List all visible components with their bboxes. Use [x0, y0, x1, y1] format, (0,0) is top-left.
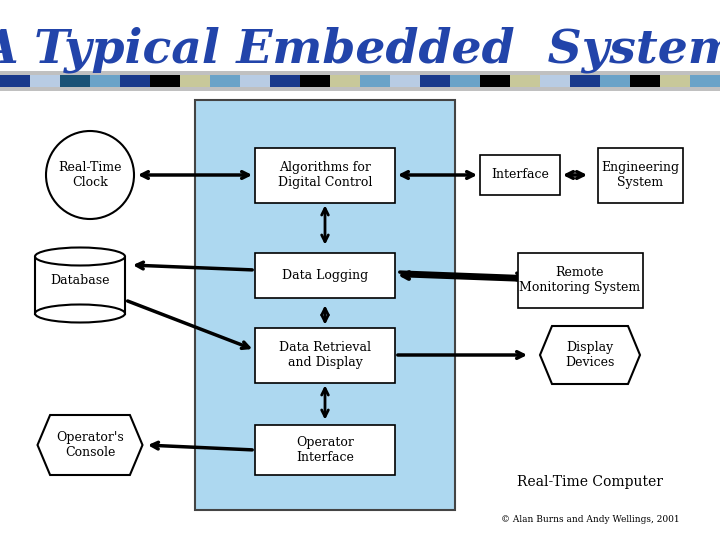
Bar	[210, 75, 240, 87]
Bar	[90, 75, 120, 87]
Text: Data Logging: Data Logging	[282, 268, 368, 281]
Bar	[630, 75, 660, 87]
Bar	[450, 75, 480, 87]
Bar	[0, 71, 720, 91]
Bar	[0, 75, 30, 87]
Bar	[270, 75, 300, 87]
Bar	[510, 75, 540, 87]
Bar	[35, 256, 125, 314]
Bar	[120, 75, 150, 87]
Bar	[660, 75, 690, 87]
Text: Interface: Interface	[491, 168, 549, 181]
Text: Engineering
System: Engineering System	[601, 161, 679, 189]
Text: Remote
Monitoring System: Remote Monitoring System	[519, 266, 641, 294]
Circle shape	[46, 131, 134, 219]
Bar	[255, 425, 395, 475]
Bar	[690, 75, 720, 87]
Bar	[570, 75, 600, 87]
Text: A Typical Embedded  System: A Typical Embedded System	[0, 27, 720, 73]
Text: Real-Time Computer: Real-Time Computer	[517, 475, 663, 489]
Bar	[240, 75, 270, 87]
Bar	[420, 75, 450, 87]
Polygon shape	[37, 415, 143, 475]
Bar	[480, 155, 560, 195]
Bar	[480, 75, 510, 87]
Bar	[255, 253, 395, 298]
Bar	[255, 147, 395, 202]
Bar	[195, 100, 455, 510]
Ellipse shape	[35, 247, 125, 266]
Bar	[150, 75, 180, 87]
Bar	[540, 75, 570, 87]
Bar	[30, 75, 60, 87]
Text: Algorithms for
Digital Control: Algorithms for Digital Control	[278, 161, 372, 189]
Text: Real-Time
Clock: Real-Time Clock	[58, 161, 122, 189]
Polygon shape	[540, 326, 640, 384]
Text: Display
Devices: Display Devices	[565, 341, 615, 369]
Bar	[360, 75, 390, 87]
Bar	[518, 253, 642, 307]
Text: Database: Database	[50, 274, 109, 287]
Text: Operator
Interface: Operator Interface	[296, 436, 354, 464]
Bar	[300, 75, 330, 87]
Bar	[330, 75, 360, 87]
Bar	[180, 75, 210, 87]
Ellipse shape	[35, 305, 125, 322]
Text: Data Retrieval
and Display: Data Retrieval and Display	[279, 341, 371, 369]
Bar	[60, 75, 90, 87]
Bar	[600, 75, 630, 87]
Bar	[390, 75, 420, 87]
Text: © Alan Burns and Andy Wellings, 2001: © Alan Burns and Andy Wellings, 2001	[500, 516, 679, 524]
Bar	[598, 147, 683, 202]
Text: Operator's
Console: Operator's Console	[56, 431, 124, 459]
Bar	[255, 327, 395, 382]
